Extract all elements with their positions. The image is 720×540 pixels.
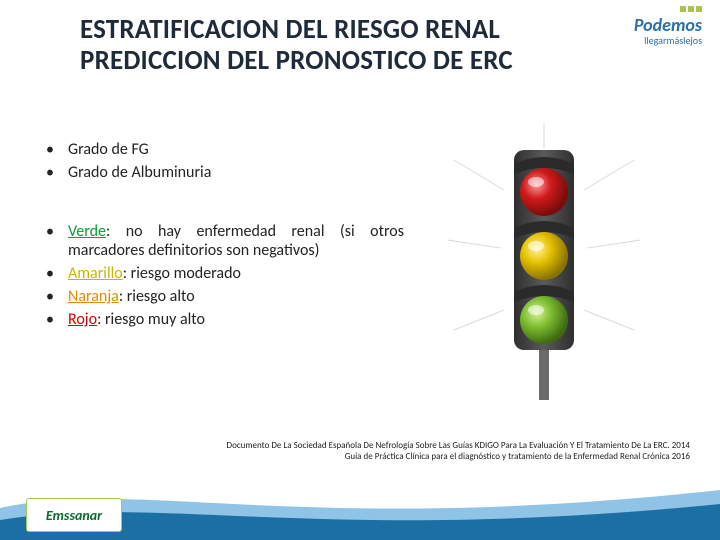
title-line-1: ESTRATIFICACION DEL RIESGO RENAL [80,14,690,45]
brand-squares [582,6,702,12]
citation-line: Documento De La Sociedad Española De Nef… [170,440,690,451]
color-label: Verde [68,222,106,241]
bullet-item-amarillo: Amarillo: riesgo moderado [44,264,404,283]
bullet-group-colors: Verde: no hay enfermedad renal (si otros… [44,222,404,329]
brand-logo-bottom: Emssanar [26,498,122,532]
bullet-item: Grado de Albuminuria [44,163,404,182]
color-desc: : no hay enfermedad renal (si otros marc… [68,222,404,260]
slide-title-block: ESTRATIFICACION DEL RIESGO RENAL PREDICC… [80,14,690,76]
bullet-item-naranja: Naranja: riesgo alto [44,287,404,306]
traffic-light-image [444,120,644,400]
color-label: Rojo [68,310,97,329]
citation-line: Guía de Práctica Clínica para el diagnós… [170,451,690,462]
red-light-icon [520,168,568,216]
color-desc: : riesgo moderado [123,264,241,283]
bullet-group-criteria: Grado de FG Grado de Albuminuria [44,140,404,182]
green-light-icon [520,296,568,344]
yellow-light-icon [520,232,568,280]
body-content: Grado de FG Grado de Albuminuria Verde: … [44,140,404,333]
brand-bottom-text: Emssanar [46,507,102,524]
title-line-2: PREDICCION DEL PRONOSTICO DE ERC [80,45,690,76]
bullet-item-rojo: Rojo: riesgo muy alto [44,310,404,329]
color-desc: : riesgo alto [119,287,195,306]
color-desc: : riesgo muy alto [97,310,205,329]
color-label: Naranja [68,287,119,306]
bullet-item-verde: Verde: no hay enfermedad renal (si otros… [44,222,404,260]
color-label: Amarillo [68,264,123,283]
bullet-item: Grado de FG [44,140,404,159]
citation-block: Documento De La Sociedad Española De Nef… [170,440,690,463]
